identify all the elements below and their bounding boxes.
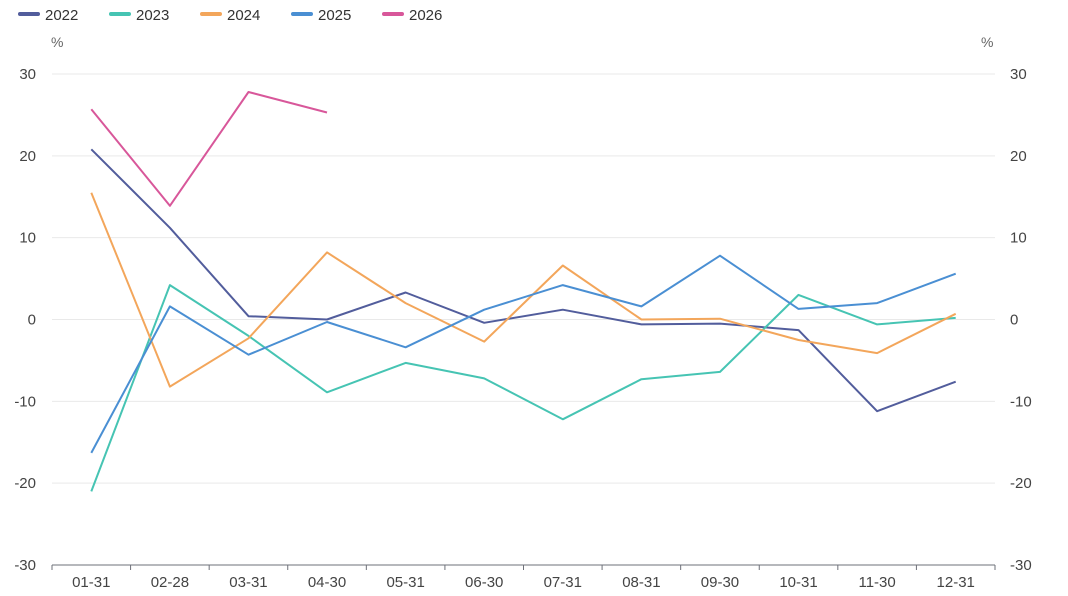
x-tick-label: 01-31 <box>72 574 110 591</box>
y-tick-label-left: 10 <box>19 230 36 247</box>
legend-label: 2026 <box>409 7 442 24</box>
y-tick-label-left: -10 <box>14 393 36 410</box>
y-tick-label-left: -30 <box>14 557 36 574</box>
y-axis-unit-right: % <box>981 34 993 50</box>
x-tick-label: 05-31 <box>386 574 424 591</box>
series-lines <box>90 91 957 492</box>
y-axis-left: 30 20 10 0 -10 -20 -30 <box>14 66 36 574</box>
x-tick-label: 04-30 <box>308 574 346 591</box>
y-tick-label-left: 20 <box>19 148 36 165</box>
y-tick-label-right: -30 <box>1010 557 1032 574</box>
y-tick-label-left: 0 <box>28 312 36 329</box>
x-tick-label: 06-30 <box>465 574 503 591</box>
y-tick-label-right: 20 <box>1010 148 1027 165</box>
series-line-2026 <box>90 91 328 207</box>
legend-swatch <box>18 12 40 16</box>
series-line-2023 <box>90 284 956 492</box>
y-tick-label-right: 10 <box>1010 230 1027 247</box>
y-tick-label-right: -20 <box>1010 475 1032 492</box>
legend-label: 2022 <box>45 7 78 24</box>
y-axis-right: 30 20 10 0 -10 -20 -30 <box>1010 66 1032 574</box>
legend-swatch <box>200 12 222 16</box>
legend-label: 2025 <box>318 7 351 24</box>
series-line-2025 <box>90 254 957 454</box>
y-axis-unit-left: % <box>51 34 63 50</box>
legend: 2022 2023 2024 2025 2026 <box>18 7 442 24</box>
y-tick-label-right: 0 <box>1010 312 1018 329</box>
x-tick-label: 10-31 <box>779 574 817 591</box>
x-axis: 01-31 02-28 03-31 04-30 05-31 06-30 07-31 08-31… <box>51 565 996 591</box>
y-tick-label-left: -20 <box>14 475 36 492</box>
x-tick-label: 03-31 <box>229 574 267 591</box>
legend-label: 2023 <box>136 7 169 24</box>
x-tick-label: 02-28 <box>151 574 189 591</box>
x-tick-label: 12-31 <box>937 574 975 591</box>
y-tick-label-right: 30 <box>1010 66 1027 83</box>
legend-swatch <box>291 12 313 16</box>
y-tick-label-left: 30 <box>19 66 36 83</box>
legend-swatch <box>109 12 131 16</box>
x-tick-label: 07-31 <box>544 574 582 591</box>
x-tick-label: 11-30 <box>858 574 895 591</box>
x-tick-label: 08-31 <box>622 574 660 591</box>
x-tick-label: 09-30 <box>701 574 739 591</box>
series-line-2022 <box>90 148 957 413</box>
legend-swatch <box>382 12 404 16</box>
legend-label: 2024 <box>227 7 260 24</box>
gridlines <box>52 73 995 484</box>
y-tick-label-right: -10 <box>1010 393 1032 410</box>
